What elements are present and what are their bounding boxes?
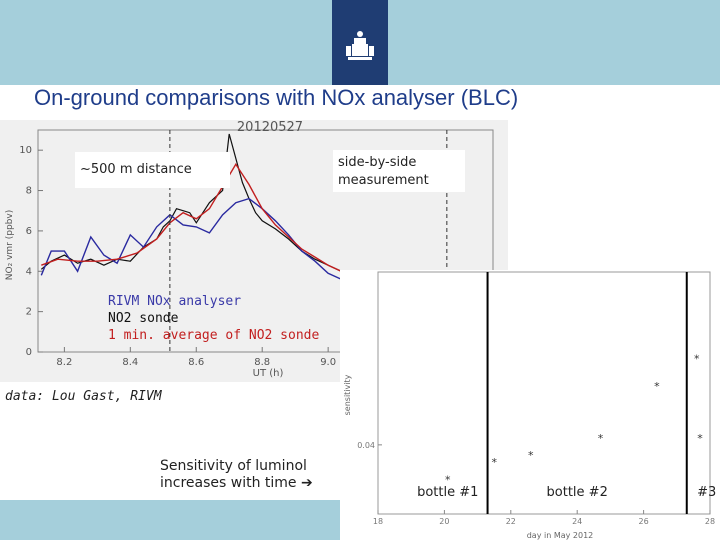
legend-sonde: NO2 sonde bbox=[108, 311, 179, 326]
side-by-side-annotation-line1: side-by-side bbox=[338, 155, 416, 170]
x-tick-label: 8.4 bbox=[122, 357, 138, 368]
y-tick-label: 0 bbox=[26, 347, 32, 358]
bottle-label: bottle #2 bbox=[547, 485, 608, 500]
y-tick-label: 6 bbox=[26, 226, 32, 237]
side-by-side-box bbox=[333, 150, 465, 192]
y-tick-labels: 0 2 4 6 8 10 bbox=[19, 145, 32, 358]
plot2-y-tick-label: 0.04 bbox=[357, 441, 375, 450]
distance-box bbox=[75, 152, 230, 188]
sensitivity-note-line2-text: increases with time bbox=[160, 475, 297, 491]
sensitivity-note: Sensitivity of luminol increases with ti… bbox=[157, 456, 316, 494]
x-tick-label: 8.6 bbox=[188, 357, 204, 368]
x-tick-label: 8.2 bbox=[56, 357, 72, 368]
plot2-x-tick-label: 28 bbox=[705, 517, 715, 526]
plot2-background bbox=[340, 270, 720, 540]
plot2-frame bbox=[377, 271, 711, 515]
sensitivity-note-line1: Sensitivity of luminol bbox=[160, 458, 307, 474]
y-tick-label: 10 bbox=[19, 145, 32, 156]
government-logo bbox=[332, 0, 388, 85]
plot2-x-ticks: 18 20 22 24 26 28 bbox=[373, 510, 715, 526]
plot2-x-tick-label: 22 bbox=[506, 517, 516, 526]
x-tick-label: 9.0 bbox=[320, 357, 336, 368]
bottle-lines bbox=[486, 272, 688, 514]
sensitivity-point: * bbox=[528, 449, 534, 462]
y-axis-label: NO₂ vmr (ppbv) bbox=[5, 210, 15, 280]
x-axis-label: UT (h) bbox=[253, 368, 284, 379]
arrow-right-icon: ➔ bbox=[301, 475, 313, 491]
y-tick-label: 8 bbox=[26, 186, 32, 197]
y-tick-label: 4 bbox=[26, 266, 32, 277]
bottle-label: bottle #1 bbox=[417, 485, 478, 500]
sensitivity-point: * bbox=[491, 456, 497, 469]
legend-nox: RIVM NOx analyser bbox=[108, 294, 241, 309]
plot2-x-axis-label: day in May 2012 bbox=[527, 531, 594, 540]
plot2-x-tick-label: 24 bbox=[572, 517, 582, 526]
sensitivity-point: * bbox=[445, 473, 451, 486]
plot2-x-tick-label: 18 bbox=[373, 517, 383, 526]
sensitivity-point: * bbox=[654, 380, 660, 393]
plot2-y-axis-label: sensitivity bbox=[343, 374, 352, 415]
y-tick-label: 2 bbox=[26, 307, 32, 318]
plot2-x-tick-label: 20 bbox=[439, 517, 449, 526]
data-source-caption: data: Lou Gast, RIVM bbox=[5, 389, 162, 404]
distance-annotation: ~500 m distance bbox=[80, 162, 192, 177]
plot2-x-tick-label: 26 bbox=[639, 517, 649, 526]
side-by-side-annotation-line2: measurement bbox=[338, 173, 429, 188]
legend: RIVM NOx analyser NO2 sonde 1 min. avera… bbox=[108, 294, 319, 343]
sensitivity-point: * bbox=[697, 432, 703, 445]
sensitivity-point: * bbox=[598, 432, 604, 445]
plot2-y-ticks: 0.04 bbox=[357, 441, 382, 450]
chart-title: 20120527 bbox=[237, 120, 303, 135]
sensitivity-points: * * * * * * * bbox=[445, 352, 703, 486]
bottom-band bbox=[0, 500, 340, 540]
crest-icon bbox=[346, 31, 374, 60]
sensitivity-point: * bbox=[694, 352, 700, 365]
plot-frame bbox=[37, 129, 494, 353]
x-tick-label: 8.8 bbox=[254, 357, 270, 368]
sensitivity-chart: 18 20 22 24 26 28 0.04 ******* bottle #1 bottl… bbox=[340, 270, 720, 540]
slide-title: On-ground comparisons with NOx analyser … bbox=[34, 85, 519, 110]
legend-average: 1 min. average of NO2 sonde bbox=[108, 328, 319, 343]
sensitivity-note-line2: increases with time ➔ bbox=[160, 475, 313, 492]
bottle-labels: bottle #1 bottle #2 #3 bbox=[417, 485, 716, 500]
bottle-label: #3 bbox=[697, 485, 716, 500]
